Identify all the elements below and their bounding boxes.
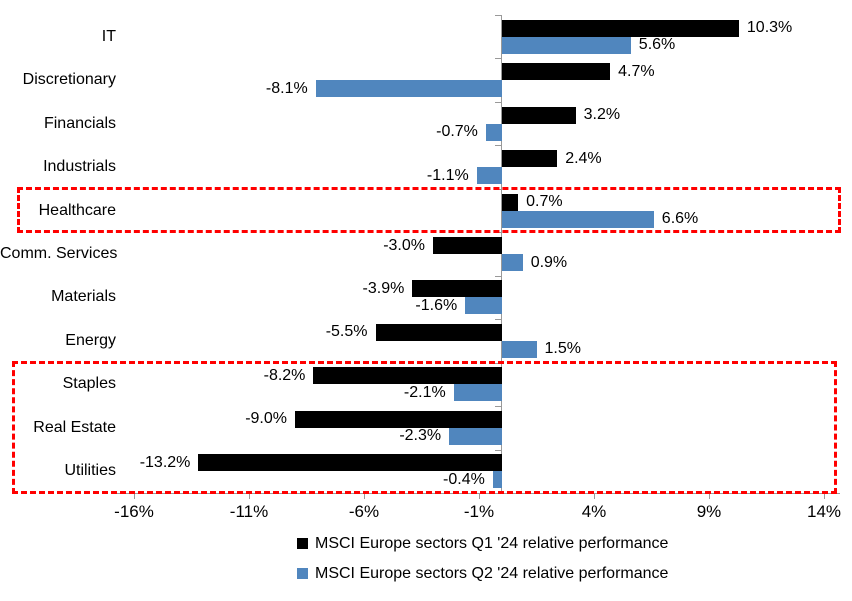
bar-label-q1-financials: 3.2% bbox=[583, 106, 621, 124]
bar-label-q2-comm-services: 0.9% bbox=[530, 253, 568, 271]
bar-label-q1-staples: -8.2% bbox=[263, 366, 306, 384]
bar-label-q2-materials: -1.6% bbox=[415, 296, 458, 314]
legend-item-q1: MSCI Europe sectors Q1 '24 relative perf… bbox=[297, 533, 668, 554]
bar-label-q2-healthcare: 6.6% bbox=[661, 210, 699, 228]
bar-q1-financials bbox=[502, 106, 576, 124]
category-label-real-estate: Real Estate bbox=[33, 418, 116, 436]
bar-label-q1-real-estate: -9.0% bbox=[245, 410, 287, 428]
bar-label-q2-it: 5.6% bbox=[638, 36, 676, 54]
x-tick-label-2: -6% bbox=[348, 502, 380, 521]
category-label-financials: Financials bbox=[43, 114, 116, 132]
bar-q1-utilities bbox=[198, 454, 502, 472]
x-tick-label-3: -1% bbox=[463, 502, 495, 521]
bar-q1-real-estate bbox=[295, 410, 502, 428]
bar-q2-it bbox=[502, 36, 631, 54]
bar-q1-energy bbox=[375, 323, 502, 341]
x-tick--6 bbox=[364, 493, 365, 499]
legend-label-q2: MSCI Europe sectors Q2 '24 relative perf… bbox=[315, 564, 669, 582]
x-tick--16 bbox=[134, 493, 135, 499]
x-tick-label-4: 4% bbox=[581, 502, 607, 521]
bar-q2-energy bbox=[502, 340, 537, 358]
category-tick-0 bbox=[495, 15, 501, 16]
bar-label-q2-energy: 1.5% bbox=[544, 340, 581, 358]
legend: MSCI Europe sectors Q1 '24 relative perf… bbox=[297, 533, 668, 584]
x-tick-label-6: 14% bbox=[806, 502, 842, 521]
category-tick-1 bbox=[495, 58, 501, 60]
category-tick-4 bbox=[495, 188, 501, 190]
legend-item-q2: MSCI Europe sectors Q2 '24 relative perf… bbox=[297, 563, 668, 584]
bar-label-q2-industrials: -1.1% bbox=[426, 166, 469, 184]
x-tick-label-5: 9% bbox=[696, 502, 722, 521]
bar-q2-real-estate bbox=[449, 427, 502, 445]
bar-label-q1-it: 10.3% bbox=[746, 19, 793, 37]
bar-q2-comm-services bbox=[502, 254, 523, 271]
category-label-discretionary: Discretionary bbox=[22, 71, 116, 89]
bar-label-q2-financials: -0.7% bbox=[436, 123, 478, 141]
bar-q1-comm-services bbox=[433, 237, 502, 254]
bar-q1-staples bbox=[313, 367, 502, 385]
category-tick-3 bbox=[495, 145, 501, 147]
bar-label-q1-healthcare: 0.7% bbox=[526, 193, 563, 211]
x-tick--1 bbox=[479, 493, 480, 499]
category-label-comm-services: Comm. Services bbox=[0, 245, 118, 262]
category-tick-6 bbox=[495, 275, 501, 277]
bar-label-q1-comm-services: -3.0% bbox=[383, 236, 425, 254]
bar-q1-healthcare bbox=[502, 193, 519, 211]
bar-label-q2-real-estate: -2.3% bbox=[399, 427, 442, 445]
bar-q2-materials bbox=[465, 297, 502, 315]
category-label-it: IT bbox=[101, 27, 116, 45]
category-label-staples: Staples bbox=[62, 375, 116, 393]
x-tick-label-1: -11% bbox=[229, 502, 269, 521]
legend-label-q1: MSCI Europe sectors Q1 '24 relative perf… bbox=[315, 534, 669, 552]
y-axis-line bbox=[501, 15, 502, 493]
highlight-box-1 bbox=[17, 187, 841, 234]
bar-label-q2-utilities: -0.4% bbox=[443, 470, 485, 488]
x-tick--11 bbox=[249, 493, 250, 499]
bar-label-q2-discretionary: -8.1% bbox=[265, 79, 308, 97]
category-tick-9 bbox=[495, 406, 501, 408]
bar-label-q1-industrials: 2.4% bbox=[565, 149, 602, 167]
bar-q1-it bbox=[502, 19, 739, 37]
bar-q1-materials bbox=[412, 280, 502, 298]
bar-q2-industrials bbox=[476, 167, 502, 185]
bar-q2-financials bbox=[485, 123, 502, 141]
category-tick-5 bbox=[495, 232, 501, 234]
bar-q1-discretionary bbox=[502, 63, 611, 81]
category-label-industrials: Industrials bbox=[43, 158, 116, 176]
category-label-healthcare: Healthcare bbox=[38, 201, 116, 219]
legend-swatch-q2-icon bbox=[297, 568, 308, 579]
category-label-utilities: Utilities bbox=[64, 462, 116, 480]
x-tick-14 bbox=[824, 493, 825, 499]
bar-q2-staples bbox=[453, 384, 502, 402]
category-label-materials: Materials bbox=[51, 288, 116, 306]
category-tick-7 bbox=[495, 319, 501, 321]
category-tick-11 bbox=[495, 493, 501, 494]
category-label-energy: Energy bbox=[65, 331, 116, 349]
bar-q2-healthcare bbox=[502, 210, 654, 228]
bar-label-q1-energy: -5.5% bbox=[325, 323, 368, 341]
bar-label-q2-staples: -2.1% bbox=[403, 383, 446, 401]
x-tick-9 bbox=[709, 493, 710, 499]
bar-label-q1-materials: -3.9% bbox=[362, 279, 405, 297]
category-tick-8 bbox=[495, 362, 501, 364]
x-axis-line bbox=[111, 493, 840, 494]
category-tick-10 bbox=[495, 449, 501, 451]
bar-q1-industrials bbox=[502, 150, 558, 168]
category-tick-2 bbox=[495, 101, 501, 103]
bar-label-q1-utilities: -13.2% bbox=[139, 453, 191, 471]
bar-label-q1-discretionary: 4.7% bbox=[618, 62, 655, 80]
legend-swatch-q1-icon bbox=[297, 538, 308, 549]
x-tick-label-0: -16% bbox=[114, 502, 154, 521]
bar-q2-discretionary bbox=[315, 80, 502, 98]
bar-q2-utilities bbox=[492, 471, 502, 489]
x-tick-4 bbox=[594, 493, 595, 499]
